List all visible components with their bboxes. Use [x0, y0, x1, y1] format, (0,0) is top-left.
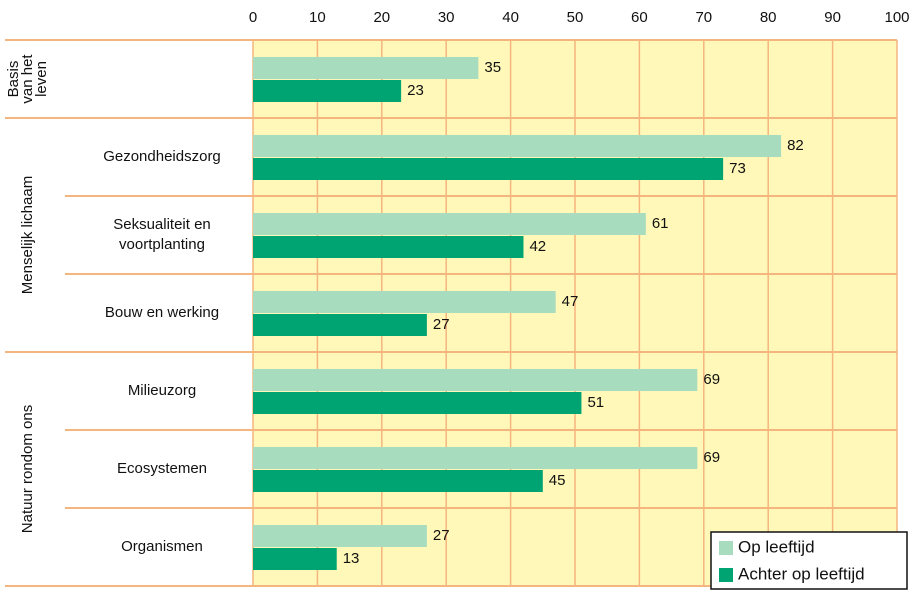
value-label: 69 [703, 449, 720, 466]
category-label: Ecosystemen [117, 460, 207, 477]
x-tick-label: 60 [631, 9, 648, 26]
value-label: 13 [343, 550, 360, 567]
bar [253, 447, 698, 469]
group-label: Natuur rondom ons [19, 405, 36, 533]
x-tick-label: 30 [438, 9, 455, 26]
value-label: 82 [787, 137, 804, 154]
value-label: 27 [433, 527, 450, 544]
bar [253, 57, 479, 79]
value-label: 45 [549, 472, 566, 489]
group-label-line: van het [19, 54, 36, 104]
bar [253, 80, 402, 102]
x-tick-label: 70 [695, 9, 712, 26]
group-label: Basisvan hetleven [5, 54, 50, 104]
category-label: Seksualiteit en voortplanting [113, 216, 211, 253]
value-label: 42 [529, 238, 546, 255]
category-label: Organismen [121, 538, 203, 555]
value-label: 27 [433, 316, 450, 333]
value-label: 69 [703, 371, 720, 388]
legend [710, 531, 908, 590]
x-tick-label: 80 [760, 9, 777, 26]
category-label-line: Ecosystemen [117, 460, 207, 477]
x-tick-label: 90 [824, 9, 841, 26]
value-label: 51 [587, 394, 604, 411]
legend-swatch [719, 541, 733, 555]
bar [253, 525, 427, 547]
group-label-line: leven [33, 61, 50, 97]
bar [253, 135, 782, 157]
bar [253, 158, 724, 180]
value-label: 47 [562, 293, 579, 310]
value-label: 73 [729, 160, 746, 177]
x-tick-label: 0 [249, 9, 257, 26]
group-label-line: Basis [5, 61, 22, 98]
x-tick-label: 100 [884, 9, 909, 26]
group-label-line: Natuur rondom ons [19, 405, 36, 533]
group-label: Menselijk lichaam [19, 176, 36, 294]
category-label-line: Gezondheidszorg [103, 148, 221, 165]
bar [253, 314, 427, 336]
category-label-line: Seksualiteit en [113, 216, 211, 233]
value-label: 35 [484, 59, 501, 76]
value-label: 23 [407, 82, 424, 99]
legend-label: Op leeftijd [738, 537, 815, 556]
bar [253, 392, 582, 414]
category-label-line: Organismen [121, 538, 203, 555]
bar [253, 213, 646, 235]
category-label: Gezondheidszorg [103, 148, 221, 165]
x-tick-label: 40 [502, 9, 519, 26]
category-label-line: voortplanting [119, 236, 205, 253]
legend-label: Achter op leeftijd [738, 564, 865, 583]
x-tick-label: 10 [309, 9, 326, 26]
x-tick-label: 20 [373, 9, 390, 26]
category-label-line: Bouw en werking [105, 304, 219, 321]
group-label-line: Menselijk lichaam [19, 176, 36, 294]
bar [253, 236, 524, 258]
x-tick-label: 50 [567, 9, 584, 26]
bar [253, 548, 337, 570]
value-label: 61 [652, 215, 669, 232]
bar [253, 291, 556, 313]
category-label: Milieuzorg [128, 382, 196, 399]
bar [253, 369, 698, 391]
category-label: Bouw en werking [105, 304, 219, 321]
category-label-line: Milieuzorg [128, 382, 196, 399]
legend-swatch [719, 568, 733, 582]
bar [253, 470, 543, 492]
